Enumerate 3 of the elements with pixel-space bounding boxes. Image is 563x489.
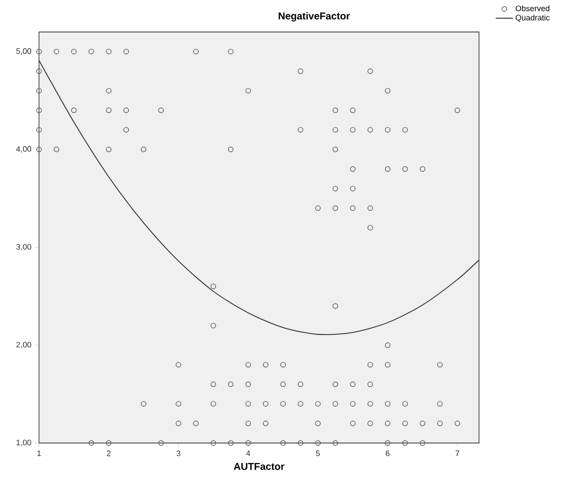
chart-title: NegativeFactor xyxy=(278,12,350,22)
x-axis-title: AUTFactor xyxy=(234,463,284,470)
line-series xyxy=(38,60,480,336)
